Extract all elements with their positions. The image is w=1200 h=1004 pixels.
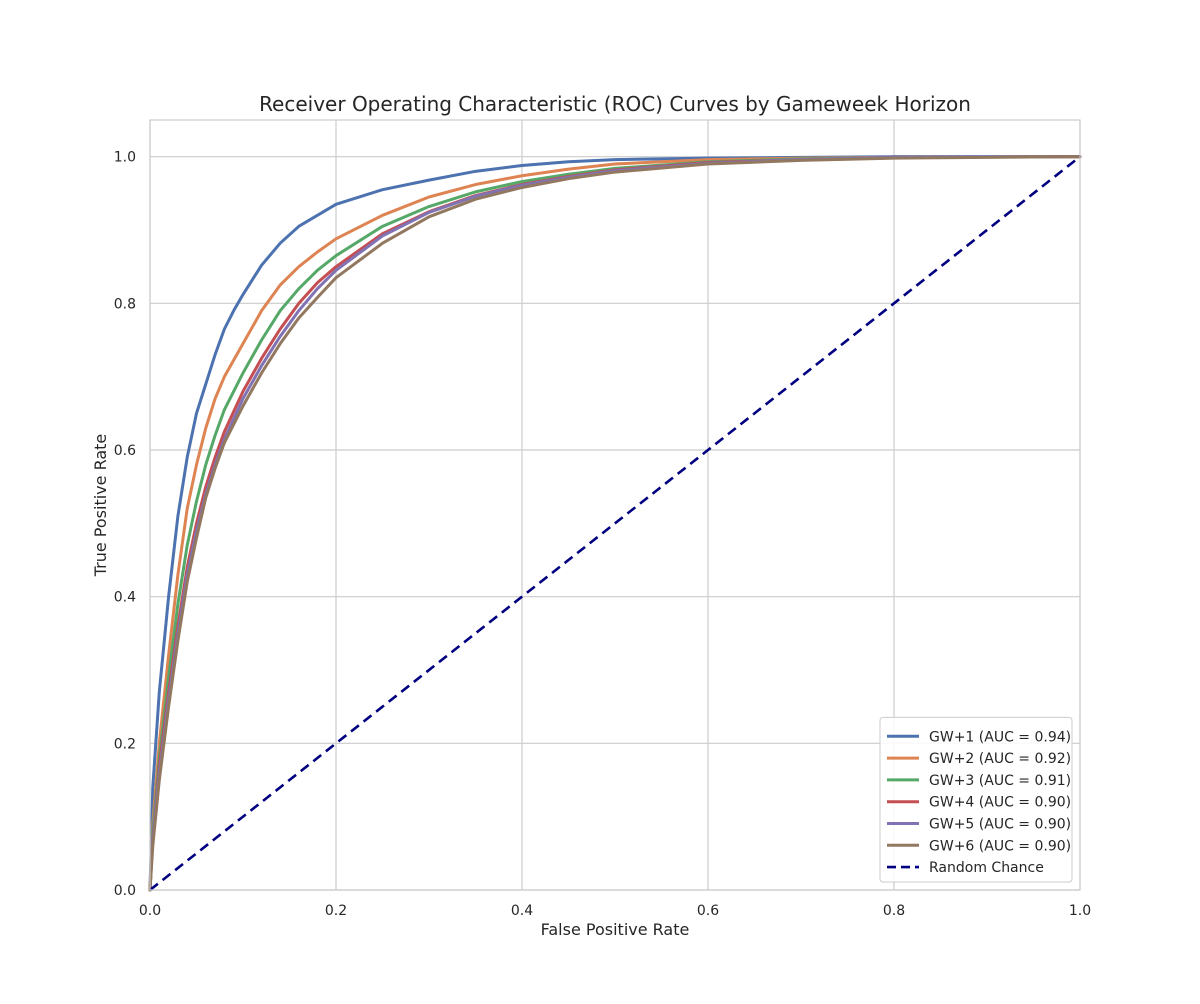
legend-box [879, 716, 1073, 883]
x-tick-label: 1.0 [1069, 903, 1091, 919]
roc-curves [148, 155, 1082, 892]
y-tick-label: 0.2 [114, 736, 136, 752]
x-tick-label: 0.2 [325, 903, 347, 919]
x-axis-label: False Positive Rate [541, 920, 690, 939]
chart-title: Receiver Operating Characteristic (ROC) … [259, 92, 971, 116]
legend-label: GW+3 (AUC = 0.91) [929, 773, 1071, 789]
roc-curve-gw6 [148, 155, 1082, 892]
legend: GW+1 (AUC = 0.94) GW+2 (AUC = 0.92) GW+3 (… [879, 716, 1073, 883]
random-chance-line [149, 155, 1081, 892]
plot-frame [149, 119, 1081, 891]
roc-curve-gw2 [148, 155, 1082, 892]
y-tick-label: 0.6 [114, 443, 136, 459]
y-axis-label: True Positive Rate [91, 434, 110, 578]
y-tick-label: 1.0 [114, 150, 136, 166]
y-tick-label: 0.8 [114, 296, 136, 312]
y-tick-label: 0.0 [114, 883, 136, 899]
grid [149, 120, 1081, 891]
legend-label: GW+2 (AUC = 0.92) [929, 751, 1071, 767]
x-tick-label: 0.0 [139, 903, 161, 919]
tick-labels: 0.0 0.2 0.4 0.6 0.8 1.0 0.0 0.2 0.4 0.6 0.8 1.0 [114, 150, 1091, 919]
legend-label: GW+1 (AUC = 0.94) [929, 729, 1071, 745]
x-tick-label: 0.4 [511, 903, 533, 919]
legend-label: GW+6 (AUC = 0.90) [929, 838, 1071, 854]
legend-label: Random Chance [929, 860, 1044, 876]
legend-label: GW+4 (AUC = 0.90) [929, 795, 1071, 811]
x-tick-label: 0.8 [883, 903, 905, 919]
roc-curve-gw3 [148, 155, 1082, 892]
y-tick-label: 0.4 [114, 590, 136, 606]
roc-curve-gw1 [148, 155, 1082, 892]
legend-label: GW+5 (AUC = 0.90) [929, 817, 1071, 833]
x-tick-label: 0.6 [697, 903, 719, 919]
